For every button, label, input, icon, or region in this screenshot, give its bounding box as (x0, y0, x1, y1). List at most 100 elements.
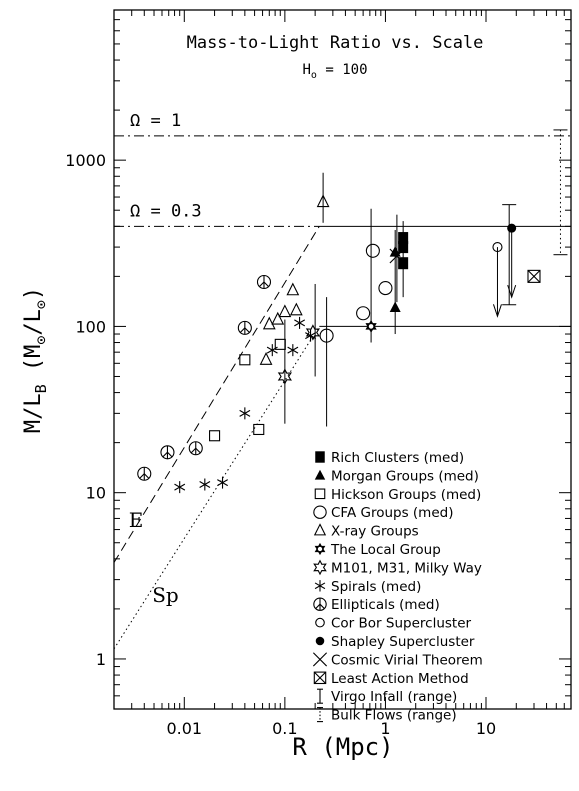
open-triangle-marker (278, 304, 292, 318)
shape (315, 451, 325, 463)
shape (314, 469, 326, 480)
x-cross-marker (312, 652, 328, 667)
shape (492, 242, 503, 253)
peace-marker (160, 445, 175, 460)
shape (316, 194, 330, 208)
filled-square-marker (315, 451, 325, 463)
legend-entry: M101, M31, Milky Way (331, 560, 482, 576)
open-triangle-marker (259, 352, 273, 365)
shape (266, 346, 278, 354)
shape (389, 246, 401, 257)
shape (305, 332, 317, 340)
shape (313, 505, 327, 519)
shape (277, 368, 292, 385)
legend-entry: Hickson Groups (med) (331, 487, 481, 503)
asterisk-marker (294, 316, 306, 329)
filled-circle-marker (315, 636, 325, 646)
legend-entry: Shapley Supercluster (331, 634, 475, 650)
open-circle-marker (313, 505, 327, 519)
filled-circle-marker (507, 223, 517, 233)
legend-entry: X-ray Groups (331, 524, 419, 540)
shape (356, 306, 371, 321)
axis-tick-labels: 0.01 0.1 1 10 1 10 100 1000 (65, 151, 496, 738)
asterisk-marker (287, 344, 299, 357)
error-bars (284, 172, 517, 427)
data-markers (137, 129, 568, 494)
shape (313, 671, 327, 684)
shape (244, 327, 250, 333)
star-of-david-marker (365, 319, 377, 333)
asterisk-marker (314, 580, 326, 592)
shape (315, 636, 325, 646)
shape (274, 338, 286, 350)
filled-square-marker (398, 241, 409, 254)
peace-marker (137, 466, 152, 481)
asterisk-marker (174, 481, 186, 494)
shape (239, 354, 251, 366)
shape (239, 327, 246, 333)
open-square-marker (209, 430, 221, 442)
line-label: Sp (152, 583, 179, 607)
open-square-marker (239, 354, 251, 366)
x-tick-label: 10 (476, 719, 496, 738)
arrow-head (492, 304, 502, 318)
omega-label: Ω = 0.3 (130, 201, 202, 221)
filled-triangle-marker (314, 469, 326, 480)
shape-hole (368, 324, 374, 329)
open-star-marker (277, 368, 292, 385)
small-open-circle-marker (492, 242, 503, 253)
shape (271, 311, 285, 325)
shape (313, 671, 327, 685)
x-tick-label: 0.1 (272, 719, 297, 738)
shape (143, 473, 150, 479)
star-of-david-marker (314, 542, 326, 556)
shape (314, 582, 326, 590)
shape (287, 346, 299, 354)
shape (378, 281, 393, 296)
shape (199, 481, 211, 488)
shape (278, 304, 292, 318)
x-tick-label: 1 (380, 719, 390, 738)
open-square-marker (314, 488, 326, 500)
legend-entry: Ellipticals (med) (331, 597, 440, 613)
open-triangle-marker (286, 282, 300, 296)
peace-marker (188, 441, 203, 456)
asterisk-marker (239, 407, 251, 420)
chart-title: Mass-to-Light Ratio vs. Scale (187, 33, 484, 53)
y-tick-label: 100 (75, 317, 106, 336)
open-square-marker (274, 338, 286, 350)
plot-frame (113, 9, 572, 710)
chart-subtitle: Ho = 100 (302, 62, 367, 81)
line-label: E (129, 508, 144, 532)
shape (263, 281, 269, 288)
shape (313, 523, 327, 536)
shape (190, 447, 197, 454)
open-circle-marker (365, 243, 380, 258)
y-axis-label: M/LB (M⊙/L⊙) (21, 287, 50, 433)
shape (365, 243, 380, 258)
y-label-space (21, 371, 46, 384)
shape (294, 319, 306, 327)
shape (174, 483, 186, 491)
filled-square-marker (398, 232, 409, 245)
x-axis-label: R (Mpc) (292, 733, 393, 761)
subtitle-h: H (302, 62, 310, 78)
y-label-ml: M/L (21, 393, 46, 433)
open-triangle-marker (313, 523, 327, 536)
shape (319, 328, 334, 343)
shape (315, 603, 321, 609)
legend-entry: The Local Group (330, 542, 441, 558)
shape (259, 352, 273, 365)
legend-entry: Bulk Flows (range) (331, 708, 457, 724)
open-triangle-marker (316, 194, 330, 208)
legend-entry: Cosmic Virial Theorem (331, 652, 483, 668)
shape (162, 451, 168, 458)
shape-hole (317, 546, 323, 552)
x-tick-label: 0.01 (166, 719, 202, 738)
legend-entry: Least Action Method (331, 671, 469, 687)
y-tick-label: 10 (86, 484, 106, 503)
open-circle-marker (378, 281, 393, 296)
shape (389, 301, 401, 312)
errorbar-marker (317, 688, 323, 704)
